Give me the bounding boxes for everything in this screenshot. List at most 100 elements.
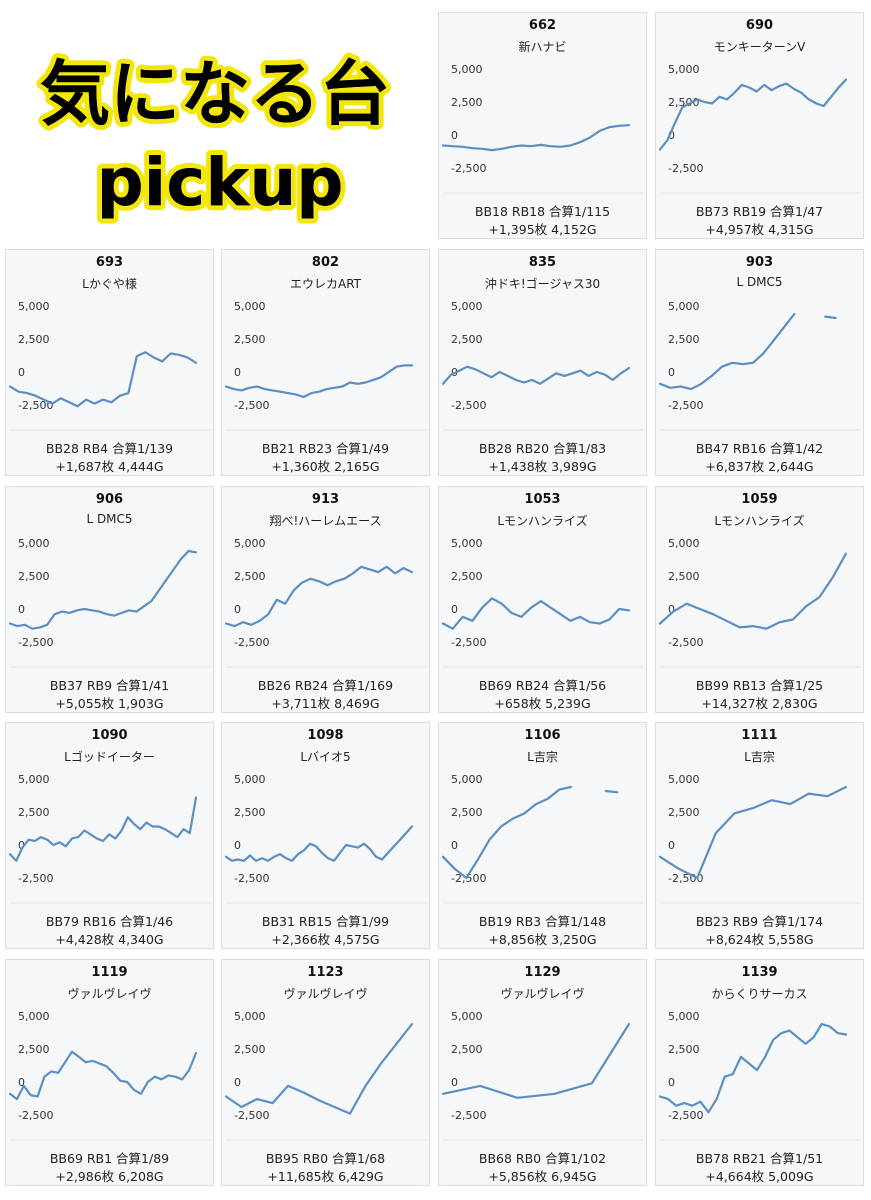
y-tick-label: 0	[234, 1076, 241, 1089]
machine-number: 1106	[524, 728, 561, 743]
machine-number: 1098	[307, 728, 344, 743]
payout-stats: +3,711枚 8,469G	[271, 696, 380, 711]
payout-stats: +1,438枚 3,989G	[488, 459, 597, 474]
machine-name: ヴァルヴレイヴ	[67, 987, 152, 1001]
y-tick-label: 0	[18, 603, 25, 616]
series-line	[658, 785, 848, 880]
y-tick-label: -2,500	[451, 1109, 486, 1122]
y-tick-label: -2,500	[451, 636, 486, 649]
series-line	[658, 78, 848, 151]
payout-stats: +1,395枚 4,152G	[488, 222, 597, 237]
series-line	[658, 1022, 848, 1114]
payout-stats: +5,856枚 6,945G	[488, 1169, 597, 1184]
payout-line-chart: 5,000 2,500 0 -2,500	[224, 1010, 427, 1141]
bonus-stats: BB78 RB21 合算1/51	[695, 1151, 824, 1166]
machine-number: 662	[528, 18, 557, 33]
y-tick-label: 5,000	[18, 537, 50, 550]
payout-line-chart: 5,000 2,500 0 -2,500	[658, 1010, 861, 1141]
y-tick-label: 0	[668, 366, 675, 379]
y-tick-label: -2,500	[18, 1109, 53, 1122]
machine-name: 沖ドキ!ゴージャス30	[484, 277, 601, 291]
machine-number: 1129	[524, 965, 561, 980]
y-tick-label: 2,500	[234, 806, 266, 819]
payout-stats: +2,986枚 6,208G	[55, 1169, 164, 1184]
y-tick-label: 2,500	[451, 1043, 483, 1056]
bonus-stats: BB73 RB19 合算1/47	[695, 204, 824, 219]
machine-name: L吉宗	[744, 750, 775, 764]
series-line-segment	[824, 315, 837, 320]
payout-line-chart: 5,000 2,500 0 -2,500	[441, 773, 644, 904]
machine-name: Lゴッドイーター	[64, 750, 155, 764]
machine-name: からくりサーカス	[711, 987, 808, 1001]
machine-card: 802 エウレカART 5,000 2,500 0 -2,500 BB21 RB23 合算1…	[221, 249, 430, 476]
series-line	[8, 549, 198, 630]
bonus-stats: BB18 RB18 合算1/115	[474, 204, 611, 219]
payout-line-chart: 5,000 2,500 0 -2,500	[441, 63, 644, 194]
y-tick-label: 2,500	[234, 333, 266, 346]
payout-stats: +1,687枚 4,444G	[55, 459, 164, 474]
machine-name: Lモンハンライズ	[497, 514, 588, 528]
machine-name: ヴァルヴレイヴ	[500, 987, 585, 1001]
machine-card: 1129 ヴァルヴレイヴ 5,000 2,500 0 -2,500 BB68 RB0 合算1…	[438, 959, 647, 1186]
payout-stats: +658枚 5,239G	[494, 696, 591, 711]
y-tick-label: -2,500	[668, 162, 703, 175]
payout-line-chart: 5,000 2,500 0 -2,500	[441, 1010, 644, 1141]
machine-name: モンキーターンV	[713, 40, 806, 54]
bonus-stats: BB69 RB1 合算1/89	[49, 1151, 170, 1166]
series-line	[441, 123, 631, 152]
payout-stats: +5,055枚 1,903G	[55, 696, 164, 711]
machine-number: 802	[311, 255, 340, 270]
series-line	[224, 565, 414, 628]
machine-number: 903	[745, 255, 774, 270]
y-tick-label: -2,500	[451, 872, 486, 885]
y-tick-label: 5,000	[18, 773, 50, 786]
y-tick-label: 2,500	[18, 570, 50, 583]
payout-line-chart: 5,000 2,500 0 -2,500	[658, 773, 861, 904]
machine-card: 903 L DMC5 5,000 2,500 0 -2,500 BB47 RB16 合算1/…	[655, 249, 864, 476]
machine-card: 1139 からくりサーカス 5,000 2,500 0 -2,500 BB78 RB21 合…	[655, 959, 864, 1186]
series-line	[441, 597, 631, 630]
y-tick-label: 2,500	[18, 333, 50, 346]
series-line	[8, 796, 198, 862]
machine-card: 1119 ヴァルヴレイヴ 5,000 2,500 0 -2,500 BB69 RB1 合算1…	[5, 959, 214, 1186]
machine-number: 835	[528, 255, 557, 270]
bonus-stats: BB28 RB20 合算1/83	[478, 441, 607, 456]
y-tick-label: 5,000	[451, 773, 483, 786]
bonus-stats: BB19 RB3 合算1/148	[478, 914, 607, 929]
y-tick-label: 0	[18, 839, 25, 852]
y-tick-label: -2,500	[668, 872, 703, 885]
payout-stats: +1,360枚 2,165G	[271, 459, 380, 474]
machine-card: 1053 Lモンハンライズ 5,000 2,500 0 -2,500 BB69 RB24 合…	[438, 486, 647, 713]
y-tick-label: -2,500	[234, 636, 269, 649]
y-tick-label: 2,500	[451, 570, 483, 583]
payout-stats: +6,837枚 2,644G	[705, 459, 814, 474]
y-tick-label: -2,500	[18, 399, 53, 412]
y-tick-label: -2,500	[234, 1109, 269, 1122]
y-tick-label: 5,000	[234, 773, 266, 786]
y-tick-label: 2,500	[668, 1043, 700, 1056]
bonus-stats: BB37 RB9 合算1/41	[49, 678, 170, 693]
y-tick-label: 5,000	[668, 773, 700, 786]
machine-card: 1111 L吉宗 5,000 2,500 0 -2,500 BB23 RB9 合算1/174…	[655, 722, 864, 949]
payout-stats: +14,327枚 2,830G	[701, 696, 818, 711]
y-tick-label: 0	[234, 839, 241, 852]
machine-card: 1098 Lバイオ5 5,000 2,500 0 -2,500 BB31 RB15 合算1/…	[221, 722, 430, 949]
payout-line-chart: 5,000 2,500 0 -2,500	[224, 773, 427, 904]
machine-name: Lバイオ5	[300, 750, 351, 764]
y-tick-label: -2,500	[234, 399, 269, 412]
series-line	[441, 1022, 631, 1099]
y-tick-label: -2,500	[18, 636, 53, 649]
y-tick-label: 0	[668, 129, 675, 142]
payout-line-chart: 5,000 2,500 0 -2,500	[8, 773, 211, 904]
y-tick-label: 5,000	[234, 1010, 266, 1023]
bonus-stats: BB95 RB0 合算1/68	[265, 1151, 386, 1166]
y-tick-label: 5,000	[668, 537, 700, 550]
y-tick-label: -2,500	[451, 399, 486, 412]
payout-line-chart: 5,000 2,500 0 -2,500	[224, 300, 427, 431]
y-tick-label: 0	[234, 603, 241, 616]
bonus-stats: BB21 RB23 合算1/49	[261, 441, 390, 456]
bonus-stats: BB68 RB0 合算1/102	[478, 1151, 607, 1166]
y-tick-label: 5,000	[234, 537, 266, 550]
machine-card: 913 翔べ!ハーレムエース 5,000 2,500 0 -2,500 BB26 RB24 …	[221, 486, 430, 713]
payout-line-chart: 5,000 2,500 0 -2,500	[8, 1010, 211, 1141]
